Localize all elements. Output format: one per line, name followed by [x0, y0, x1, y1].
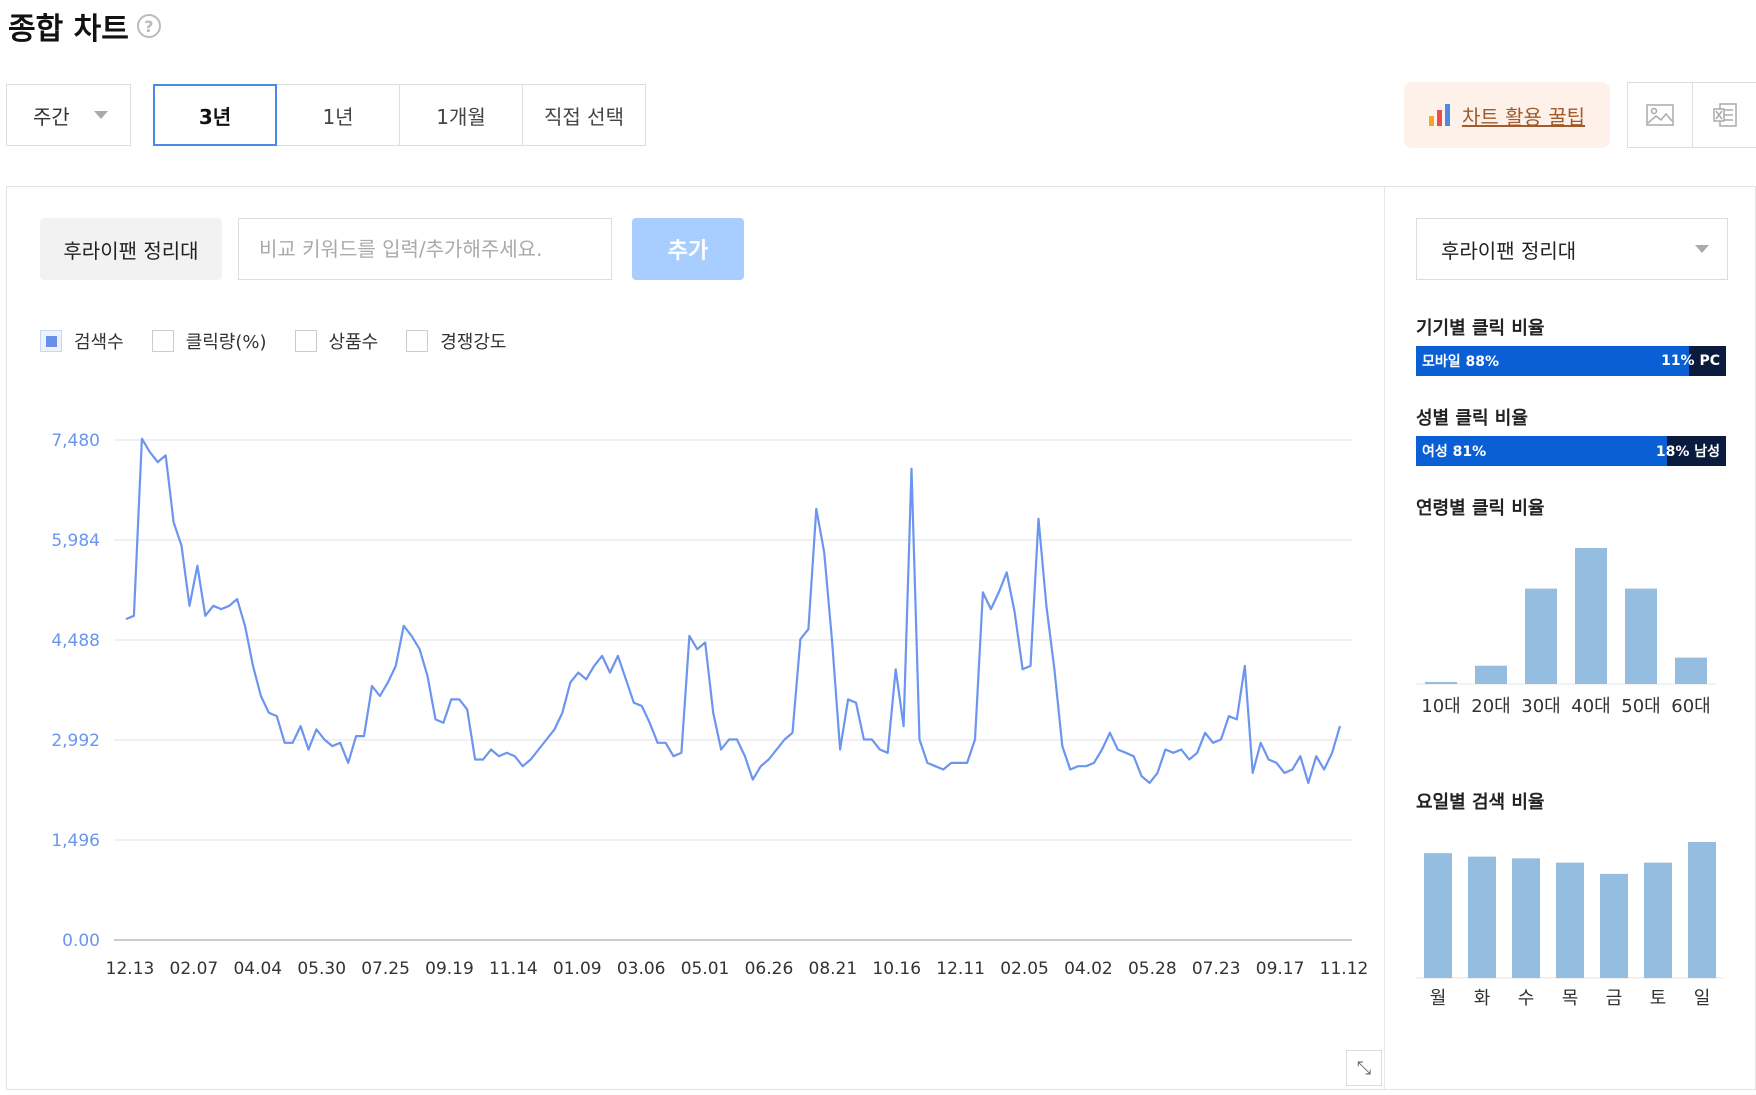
x-tick-label: 05.01 — [681, 959, 730, 979]
gender-male-segment — [1667, 436, 1726, 466]
range-tab-3y[interactable]: 3년 — [153, 84, 277, 146]
legend-item-clicks[interactable]: 클릭량(%) — [151, 328, 267, 354]
sidebar-keyword-value: 후라이팬 정리대 — [1441, 238, 1577, 263]
legend-label: 클릭량(%) — [185, 332, 267, 353]
image-download-icon — [1646, 104, 1674, 126]
period-select-value: 주간 — [33, 104, 70, 129]
legend-checkbox[interactable] — [151, 330, 174, 352]
x-tick-label: 10.16 — [872, 959, 921, 979]
range-tab-1y[interactable]: 1년 — [276, 84, 400, 146]
x-tick-label: 03.06 — [617, 959, 666, 979]
gender-female-segment — [1416, 436, 1668, 466]
range-tabs: 3년 1년 1개월 직접 선택 — [153, 84, 646, 146]
device-mobile-label: 모바일 88% — [1422, 354, 1500, 370]
x-tick-label: 04.04 — [233, 959, 282, 979]
range-tab-custom[interactable]: 직접 선택 — [522, 84, 646, 146]
search-volume-line-chart: 0.00 1,496 2,992 4,488 5,984 7,480 12.13 02.07 0… — [51, 431, 1369, 979]
add-keyword-button[interactable]: 추가 — [632, 218, 744, 280]
legend-label: 경쟁강도 — [440, 332, 507, 353]
x-tick-label: 11.12 — [1320, 959, 1369, 979]
x-tick-label: 05.28 — [1128, 959, 1177, 979]
y-tick-label: 4,488 — [51, 631, 100, 651]
x-tick-label: 11.14 — [489, 959, 538, 979]
export-group — [1627, 82, 1756, 148]
x-tick-label: 09.19 — [425, 959, 474, 979]
legend-label: 검색수 — [74, 332, 124, 353]
x-tick-label: 02.05 — [1000, 959, 1049, 979]
y-tick-label: 1,496 — [51, 831, 100, 851]
keyword-chip[interactable]: 후라이팬 정리대 — [40, 218, 222, 280]
legend-item-search[interactable]: 검색수 — [40, 328, 124, 354]
gender-ratio-bar: 여성 81% 18% 남성 — [1416, 436, 1726, 466]
device-ratio-title: 기기별 클릭 비율 — [1416, 318, 1545, 339]
chevron-down-icon — [94, 111, 108, 119]
device-pc-segment — [1688, 346, 1726, 376]
device-pc-label: 11% PC — [1661, 353, 1720, 369]
page-title: 종합 차트 ? — [8, 4, 161, 48]
excel-download-icon — [1713, 103, 1737, 127]
x-tick-label: 08.21 — [809, 959, 858, 979]
legend-checkbox[interactable] — [294, 330, 317, 352]
x-tick-label: 07.23 — [1192, 959, 1241, 979]
range-tab-label: 3년 — [198, 104, 232, 129]
period-select[interactable]: 주간 — [6, 84, 131, 146]
x-tick-label: 02.07 — [170, 959, 219, 979]
expand-icon: ⤡ — [1356, 1057, 1372, 1079]
legend-checkbox[interactable] — [406, 330, 429, 352]
x-tick-label: 01.09 — [553, 959, 602, 979]
chevron-down-icon — [1695, 245, 1709, 253]
y-tick-label: 7,480 — [51, 431, 100, 451]
image-download-button[interactable] — [1627, 82, 1693, 148]
age-ratio-title: 연령별 클릭 비율 — [1416, 498, 1545, 519]
question-circle-icon[interactable]: ? — [136, 14, 161, 38]
x-tick-label: 06.26 — [745, 959, 794, 979]
y-tick-label: 2,992 — [51, 731, 100, 751]
chart-tip-label: 차트 활용 꿀팁 — [1461, 104, 1586, 129]
device-mobile-segment — [1416, 346, 1689, 376]
x-tick-label: 12.13 — [106, 959, 155, 979]
y-tick-label: 0.00 — [62, 931, 100, 951]
range-tab-label: 직접 선택 — [544, 104, 624, 129]
gender-male-label: 18% 남성 — [1655, 444, 1720, 460]
y-tick-label: 5,984 — [51, 531, 100, 551]
expand-chart-button[interactable]: ⤡ — [1346, 1050, 1382, 1086]
compare-keyword-input[interactable] — [238, 218, 612, 280]
sidebar-keyword-select[interactable]: 후라이팬 정리대 — [1416, 218, 1728, 280]
legend-label: 상품수 — [328, 332, 379, 353]
side-divider — [1384, 186, 1385, 1090]
x-tick-label: 07.25 — [361, 959, 410, 979]
x-tick-label: 05.30 — [297, 959, 346, 979]
chart-tip-button[interactable]: 차트 활용 꿀팁 — [1404, 82, 1610, 148]
gender-ratio-title: 성별 클릭 비율 — [1416, 408, 1528, 429]
excel-download-button[interactable] — [1692, 82, 1756, 148]
device-ratio-bar: 모바일 88% 11% PC — [1416, 346, 1726, 376]
legend-checkbox[interactable] — [40, 330, 62, 352]
x-tick-label: 04.02 — [1064, 959, 1113, 979]
legend-item-competition[interactable]: 경쟁강도 — [406, 328, 506, 354]
weekday-ratio-title: 요일별 검색 비율 — [1416, 792, 1545, 813]
x-tick-label: 12.11 — [936, 959, 985, 979]
keyword-chip-label: 후라이팬 정리대 — [63, 238, 199, 263]
range-tab-label: 1개월 — [436, 104, 486, 129]
legend-item-products[interactable]: 상품수 — [294, 328, 379, 354]
x-tick-label: 09.17 — [1256, 959, 1305, 979]
chart-legend: 검색수 클릭량(%) 상품수 경쟁강도 — [40, 328, 506, 354]
range-tab-label: 1년 — [322, 104, 354, 129]
page-title-text: 종합 차트 — [8, 12, 129, 47]
gender-female-label: 여성 81% — [1422, 444, 1487, 460]
series-line-search — [125, 437, 1342, 785]
bar-chart-icon — [1428, 104, 1450, 126]
